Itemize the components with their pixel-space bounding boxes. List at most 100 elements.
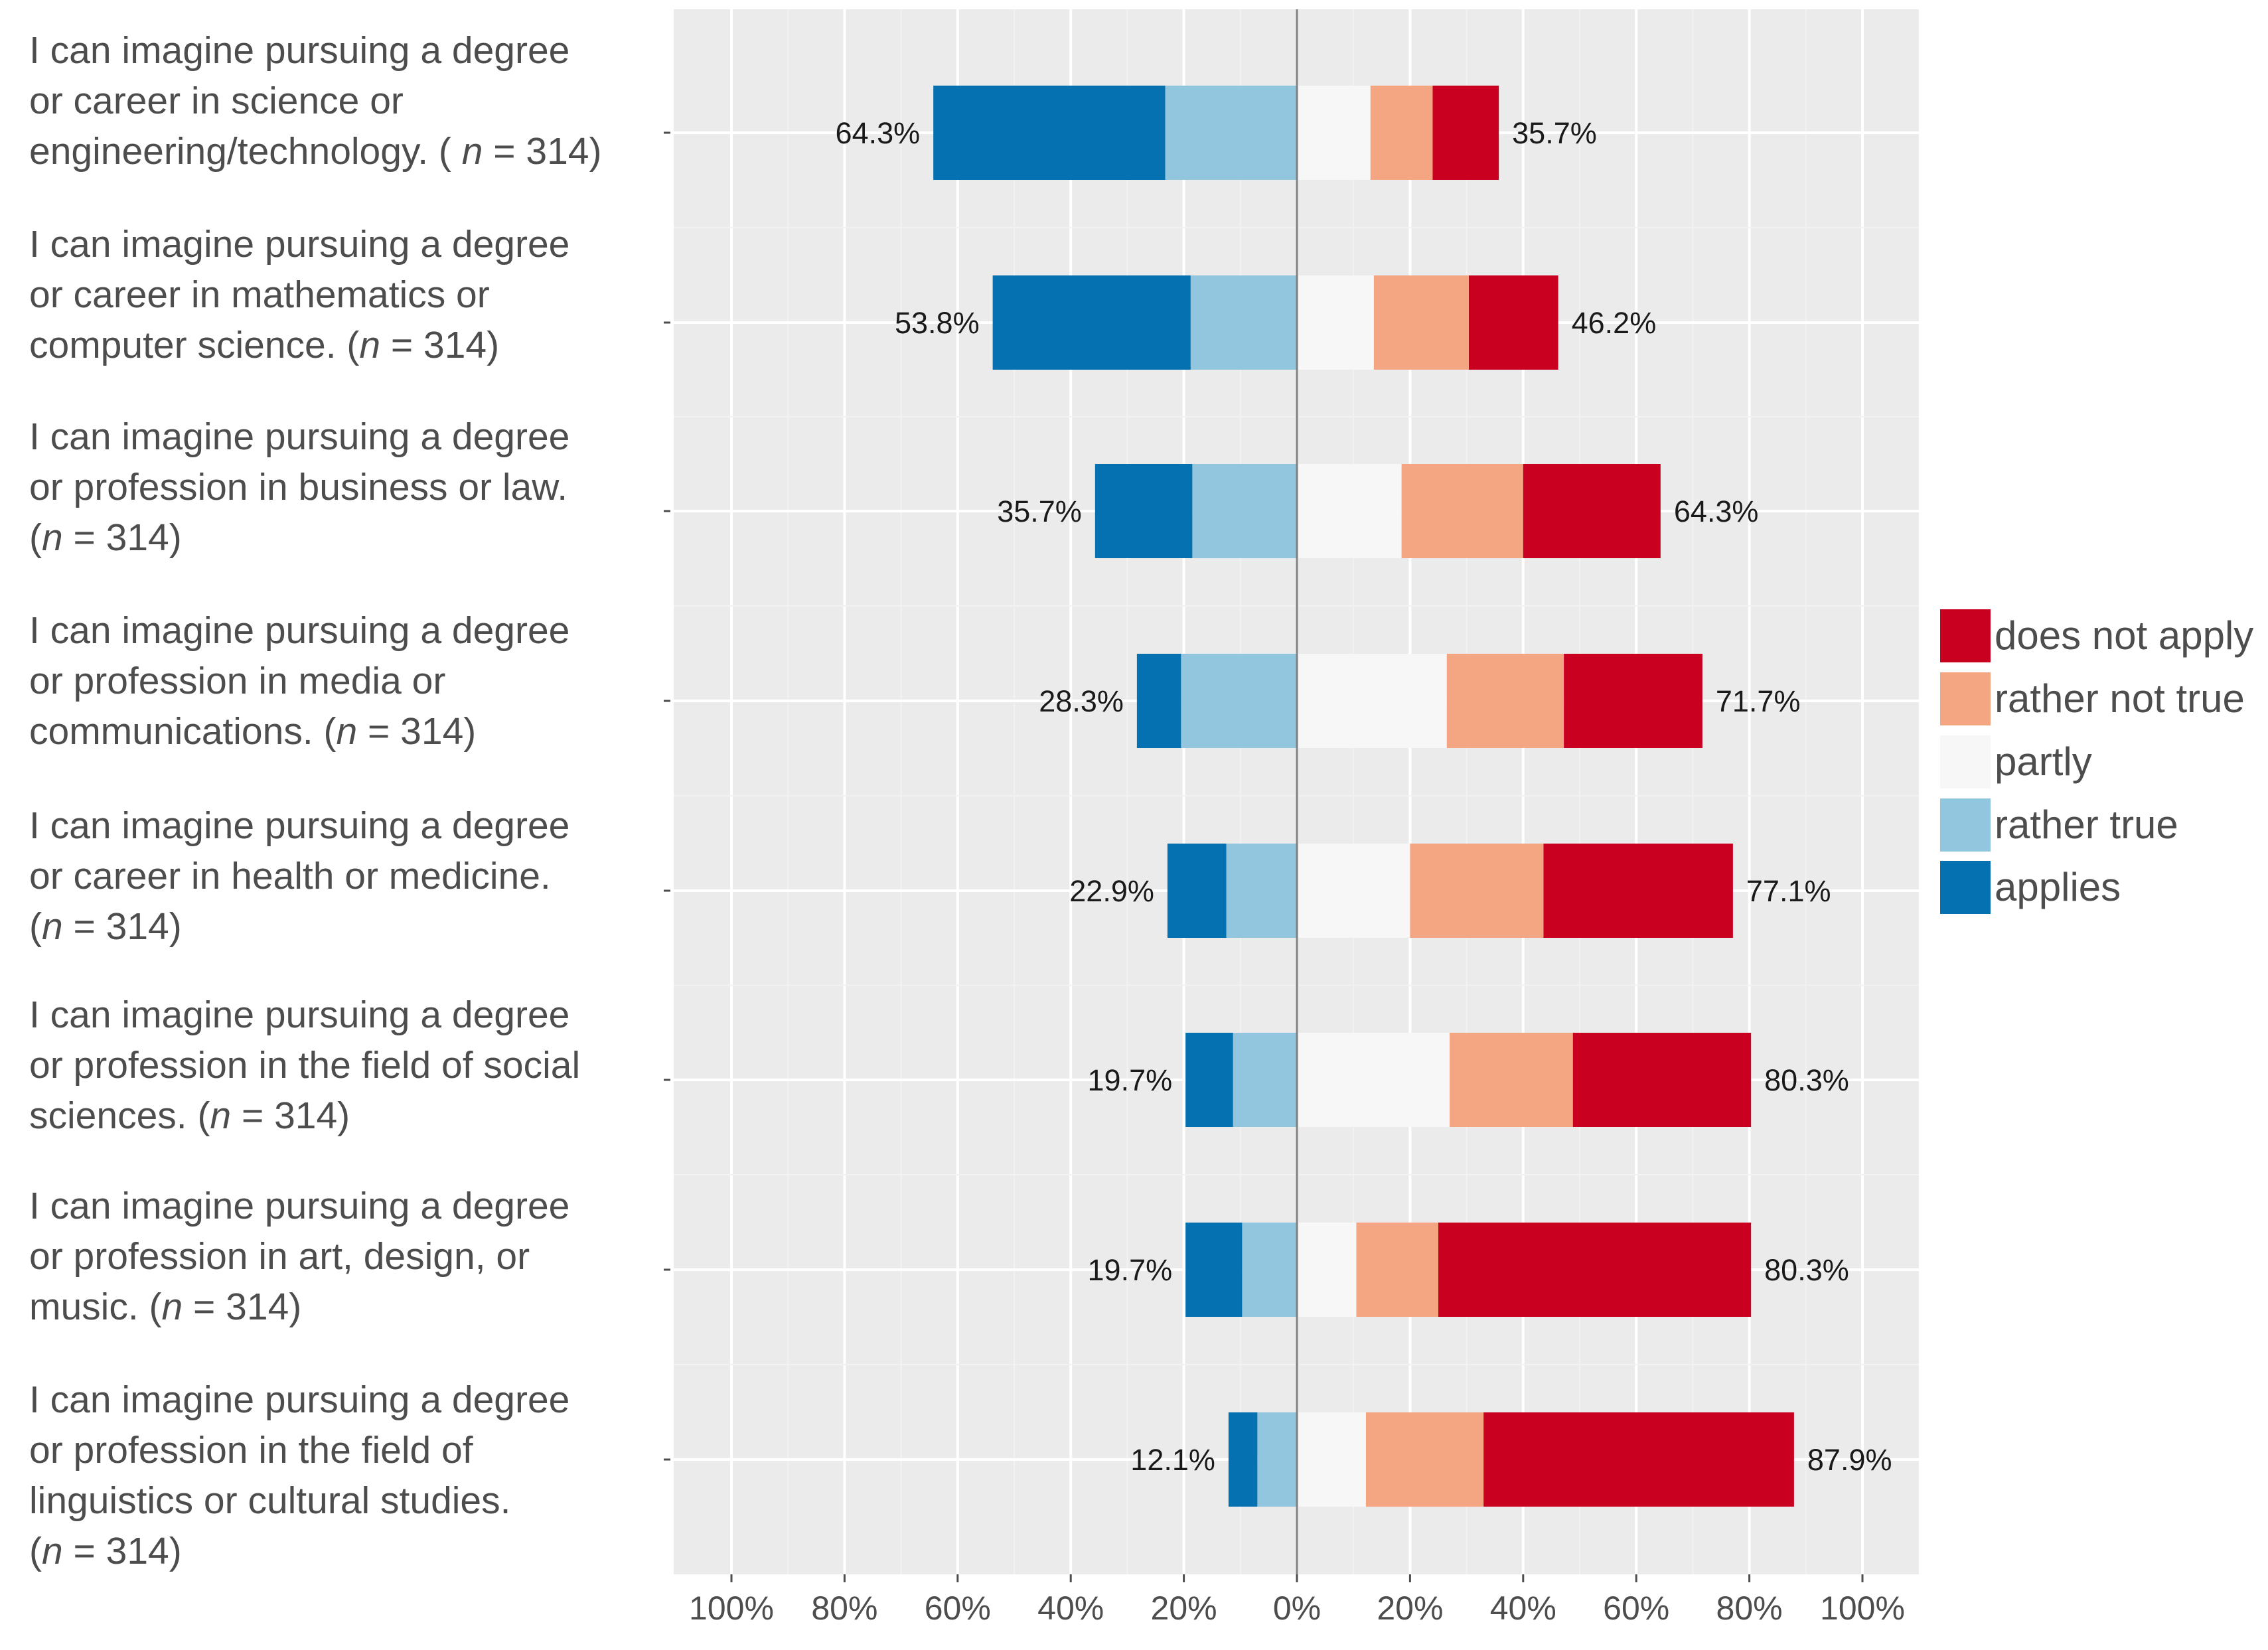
bar-segment-applies [933,86,1166,180]
bar-segment-partly [1297,86,1371,180]
bar-segment-rather-not-true [1365,1412,1484,1507]
bar-segment-rather-true [1242,1223,1297,1317]
category-label: I can imagine pursuing a degree or career… [29,800,666,952]
bar-segment-does-not-apply [1483,1412,1794,1507]
data-label-left: 53.8% [895,306,980,340]
legend-swatch [1940,609,1991,662]
x-tick-label: 80% [811,1590,877,1627]
x-tick-label: 60% [1603,1590,1669,1627]
category-label: I can imagine pursuing a degree or profes… [29,1181,666,1332]
bar-segment-partly [1297,1223,1357,1317]
bar-segment-does-not-apply [1543,844,1733,938]
x-tick-label: 60% [925,1590,991,1627]
legend-label: rather true [1995,802,2178,847]
legend-swatch [1940,735,1991,788]
bar-segment-applies [1185,1223,1243,1317]
bar-segment-rather-not-true [1373,275,1470,370]
data-label-right: 80.3% [1764,1253,1849,1287]
bar-segment-rather-true [1165,86,1297,180]
category-label-line: or career in health or medicine. [29,855,551,897]
category-label-line: I can imagine pursuing a degree [29,223,570,265]
bar-segment-partly [1297,1033,1450,1127]
bar-segment-rather-not-true [1356,1223,1438,1317]
bar-segment-does-not-apply [1564,654,1702,748]
category-label-line: computer science. (n = 314) [29,324,500,366]
category-label: I can imagine pursuing a degree or career… [29,219,666,370]
bar-segment-partly [1297,275,1374,370]
data-label-left: 19.7% [1088,1253,1173,1287]
bar-segment-rather-not-true [1410,844,1544,938]
data-label-left: 28.3% [1039,684,1124,718]
data-label-right: 46.2% [1572,306,1657,340]
bar-segment-applies [1167,844,1227,938]
category-label-line: I can imagine pursuing a degree [29,29,570,72]
bar-segment-rather-true [1190,275,1297,370]
x-tick-label: 20% [1377,1590,1443,1627]
bar-segment-rather-true [1226,844,1297,938]
category-label-line: I can imagine pursuing a degree [29,609,570,652]
legend-swatch [1940,672,1991,725]
x-tick-label: 80% [1716,1590,1783,1627]
bar-segment-partly [1297,464,1402,558]
category-label-line: engineering/technology. ( n = 314) [29,130,602,173]
data-label-right: 77.1% [1746,874,1831,908]
category-label-line: or career in science or [29,80,404,122]
category-label-line: or career in mathematics or [29,273,490,316]
data-label-right: 71.7% [1716,684,1801,718]
bar-segment-rather-true [1192,464,1297,558]
data-label-left: 35.7% [997,494,1082,528]
data-label-right: 64.3% [1674,494,1759,528]
category-label: I can imagine pursuing a degree or profes… [29,605,666,757]
bar-segment-partly [1297,1412,1366,1507]
bar-segment-applies [1185,1033,1233,1127]
data-label-left: 64.3% [836,116,921,150]
category-label-line: (n = 314) [29,516,182,559]
bar-segment-partly [1297,654,1447,748]
category-label-line: or profession in art, design, or [29,1235,530,1278]
category-label: I can imagine pursuing a degree or profes… [29,412,666,563]
bar-segment-does-not-apply [1438,1223,1752,1317]
data-label-right: 80.3% [1764,1063,1849,1097]
bar-segment-rather-true [1233,1033,1297,1127]
category-label-line: communications. (n = 314) [29,710,477,753]
legend-label: rather not true [1995,676,2245,721]
category-label-line: or profession in business or law. [29,466,568,508]
category-label-line: I can imagine pursuing a degree [29,994,570,1036]
bar-segment-does-not-apply [1572,1033,1752,1127]
bar-segment-applies [1136,654,1181,748]
bar-segment-rather-not-true [1370,86,1433,180]
category-label-line: (n = 314) [29,1530,182,1572]
bar-segment-does-not-apply [1523,464,1661,558]
data-label-right: 87.9% [1807,1443,1892,1477]
bar-segment-rather-not-true [1401,464,1523,558]
x-tick-label: 100% [689,1590,774,1627]
bar-segment-does-not-apply [1469,275,1558,370]
legend-label: partly [1995,739,2092,784]
bar-segment-rather-true [1181,654,1297,748]
bar-segment-partly [1297,844,1410,938]
category-label-line: I can imagine pursuing a degree [29,415,570,458]
category-label-line: I can imagine pursuing a degree [29,1185,570,1227]
bar-segment-rather-not-true [1450,1033,1573,1127]
x-tick-label: 100% [1820,1590,1905,1627]
data-label-left: 12.1% [1130,1443,1215,1477]
category-label-line: or profession in the field of social [29,1044,581,1087]
category-label-line: (n = 314) [29,905,182,948]
category-label-line: I can imagine pursuing a degree [29,1379,570,1421]
bar-segment-applies [1095,464,1193,558]
bar-segment-applies [992,275,1191,370]
x-tick-label: 40% [1037,1590,1104,1627]
category-label-line: or profession in media or [29,660,446,702]
category-label-line: linguistics or cultural studies. [29,1479,511,1522]
category-label-line: music. (n = 314) [29,1286,302,1328]
bar-segment-does-not-apply [1432,86,1499,180]
x-tick-label: 20% [1151,1590,1217,1627]
category-label: I can imagine pursuing a degree or profes… [29,1375,666,1576]
x-tick-label: 40% [1490,1590,1556,1627]
bar-segment-rather-not-true [1446,654,1564,748]
category-label: I can imagine pursuing a degree or profes… [29,990,666,1141]
data-label-left: 19.7% [1088,1063,1173,1097]
category-label-line: or profession in the field of [29,1429,473,1471]
data-label-right: 35.7% [1512,116,1597,150]
